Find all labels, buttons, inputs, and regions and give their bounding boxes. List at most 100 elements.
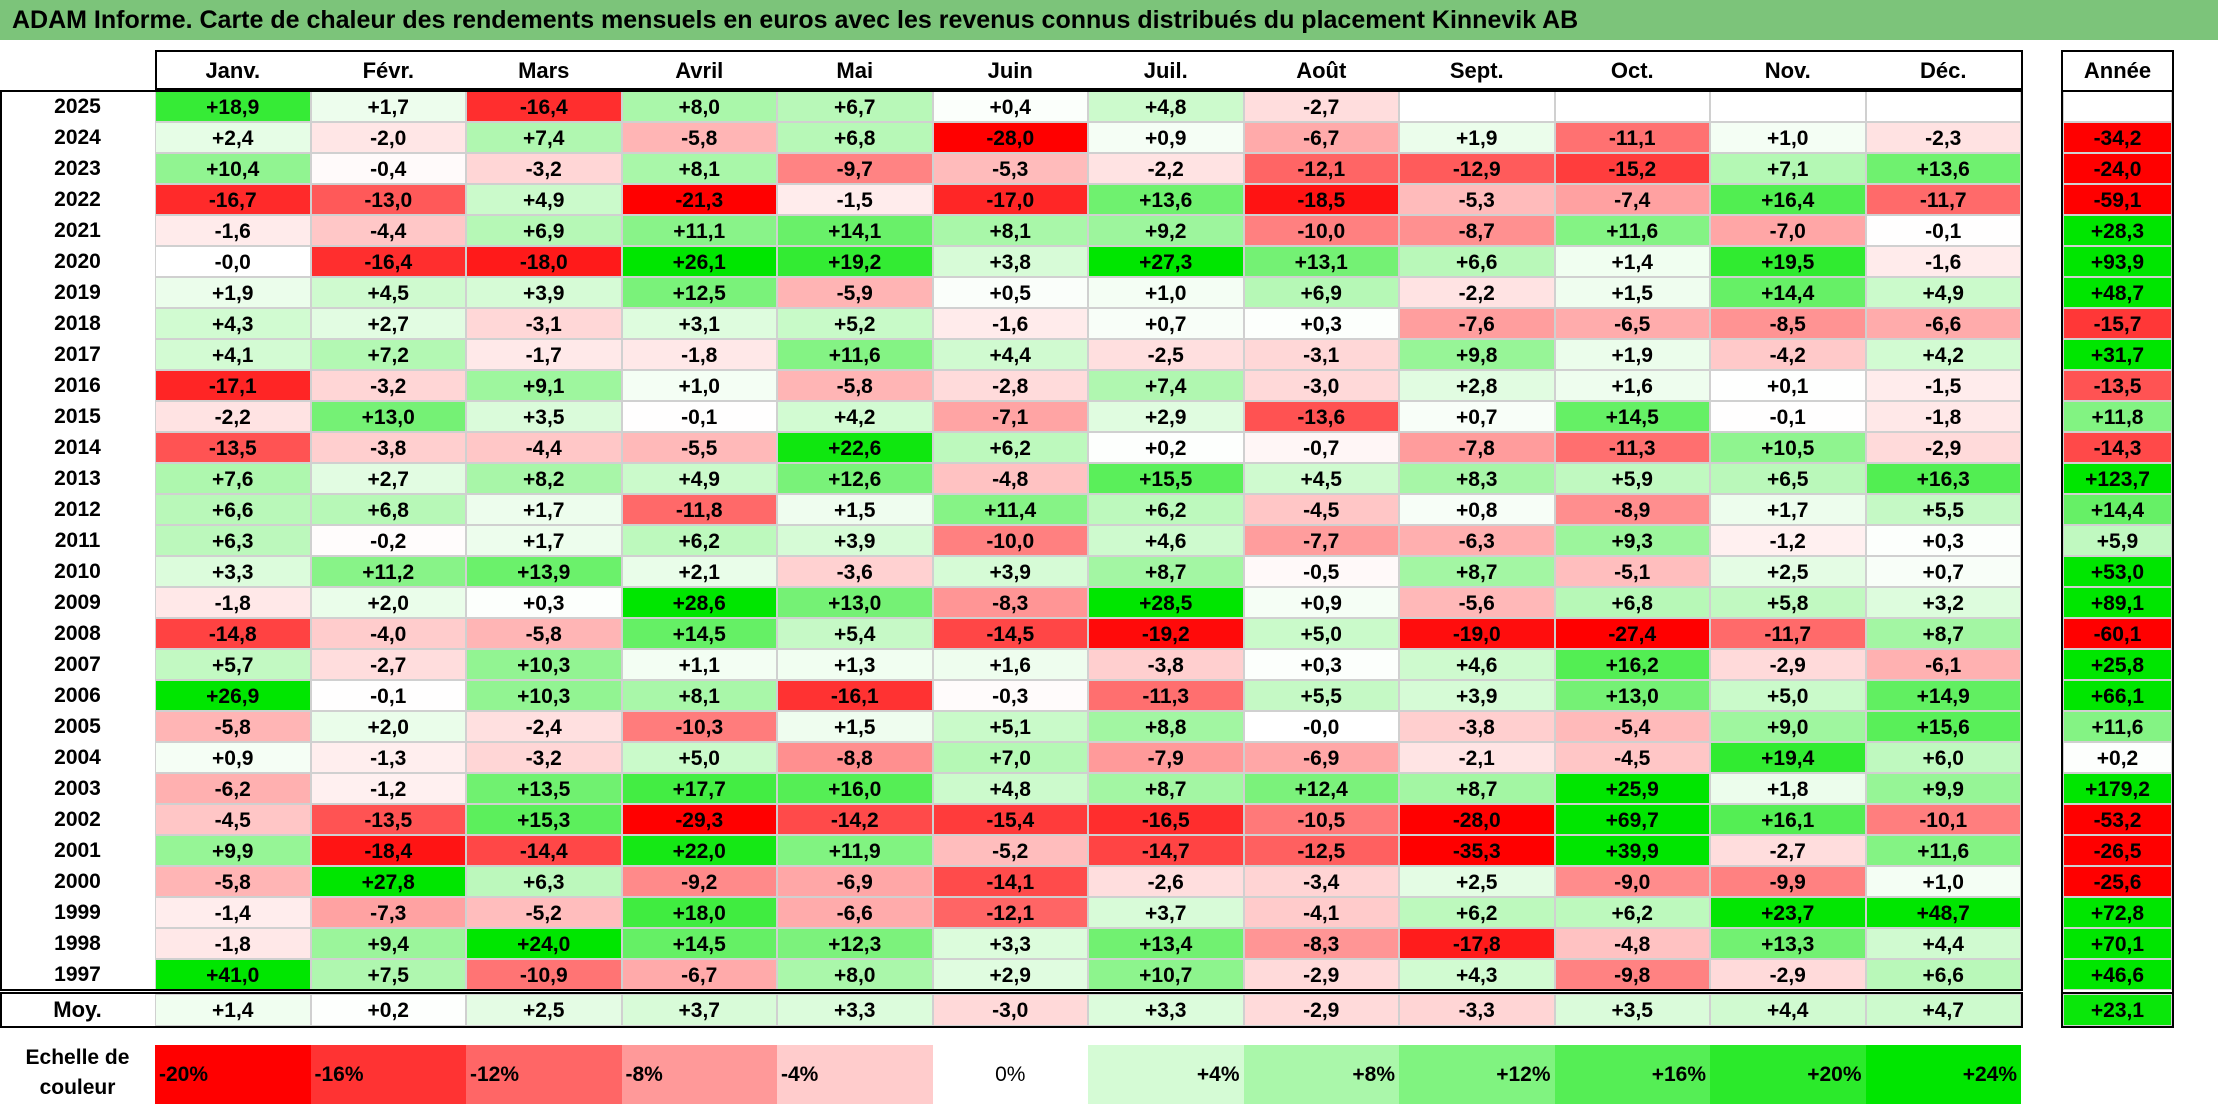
month-header: Mai <box>836 58 874 83</box>
heatmap-cell: +9,4 <box>310 928 466 959</box>
heatmap-cell: -11,3 <box>1554 432 1710 463</box>
heatmap-cell: +4,5 <box>310 277 466 308</box>
heatmap-cell: -17,8 <box>1399 928 1555 959</box>
color-scale-swatch: +4% <box>1088 1045 1244 1104</box>
heatmap-cell: -17,0 <box>932 184 1088 215</box>
annual-cell: -24,0 <box>2063 153 2172 184</box>
annual-cell: -13,5 <box>2063 370 2172 401</box>
year-label: 2002 <box>54 808 101 831</box>
heatmap-cell: +14,5 <box>621 928 777 959</box>
heatmap-cell: +8,1 <box>932 215 1088 246</box>
annual-cell: -53,2 <box>2063 804 2172 835</box>
heatmap-cell: +10,5 <box>1710 432 1866 463</box>
heatmap-cell: -4,2 <box>1710 339 1866 370</box>
heatmap-cell: +26,1 <box>621 246 777 277</box>
heatmap-cell: -0,1 <box>310 680 466 711</box>
heatmap-cell: +2,7 <box>310 308 466 339</box>
heatmap-cell: +0,7 <box>1088 308 1244 339</box>
heatmap-cell: +12,5 <box>621 277 777 308</box>
heatmap-cell: +13,6 <box>1088 184 1244 215</box>
heatmap-cell: -3,2 <box>310 370 466 401</box>
heatmap-cell: +0,9 <box>155 742 311 773</box>
heatmap-cell: +4,1 <box>155 339 311 370</box>
heatmap-cell: +26,9 <box>155 680 311 711</box>
heatmap-cell: -5,8 <box>466 618 622 649</box>
annual-cell: +53,0 <box>2063 556 2172 587</box>
heatmap-cell: +69,7 <box>1554 804 1710 835</box>
heatmap-cell: -2,2 <box>155 401 311 432</box>
heatmap-cell: +3,8 <box>932 246 1088 277</box>
annual-cell: -14,3 <box>2063 432 2172 463</box>
heatmap-cell: -5,5 <box>621 432 777 463</box>
heatmap-cell: +8,3 <box>1399 463 1555 494</box>
heatmap-cell: +3,9 <box>466 277 622 308</box>
heatmap-cell: -9,0 <box>1554 866 1710 897</box>
heatmap-cell: -1,2 <box>310 773 466 804</box>
heatmap-cell: -7,3 <box>310 897 466 928</box>
heatmap-cell: +0,5 <box>932 277 1088 308</box>
heatmap-cell: -2,2 <box>1088 153 1244 184</box>
heatmap-cell: -6,2 <box>155 773 311 804</box>
year-label: 2021 <box>54 219 101 242</box>
year-label: 1998 <box>54 932 101 955</box>
heatmap-cell: +6,6 <box>1399 246 1555 277</box>
heatmap-cell: -7,8 <box>1399 432 1555 463</box>
heatmap-cell: +3,2 <box>1865 587 2021 618</box>
heatmap-cell: +4,3 <box>155 308 311 339</box>
average-cell: +0,2 <box>310 994 466 1026</box>
heatmap-cell: +1,3 <box>777 649 933 680</box>
month-header: Févr. <box>362 58 414 83</box>
heatmap-cell: -4,4 <box>310 215 466 246</box>
heatmap-cell: -2,9 <box>1243 959 1399 990</box>
heatmap-cell: +3,3 <box>155 556 311 587</box>
color-scale-swatch: +20% <box>1710 1045 1866 1104</box>
heatmap-cell: -18,4 <box>310 835 466 866</box>
heatmap-cell: -0,0 <box>155 246 311 277</box>
heatmap-cell: +6,2 <box>1088 494 1244 525</box>
heatmap-cell: -0,3 <box>932 680 1088 711</box>
annual-cell: +28,3 <box>2063 215 2172 246</box>
year-label: 2008 <box>54 622 101 645</box>
heatmap-cell: +2,1 <box>621 556 777 587</box>
heatmap-cell: +6,6 <box>1865 959 2021 990</box>
heatmap-cell: +6,9 <box>466 215 622 246</box>
average-cell: -3,0 <box>932 994 1088 1026</box>
heatmap-cell: +6,2 <box>1399 897 1555 928</box>
heatmap-cell: +13,0 <box>310 401 466 432</box>
heatmap-cell: -6,9 <box>1243 742 1399 773</box>
heatmap-cell: +11,6 <box>1554 215 1710 246</box>
heatmap-cell: +22,0 <box>621 835 777 866</box>
heatmap-cell: +6,3 <box>155 525 311 556</box>
heatmap-cell: +1,9 <box>155 277 311 308</box>
heatmap-cell: +12,3 <box>777 928 933 959</box>
heatmap-cell: -19,0 <box>1399 618 1555 649</box>
heatmap-cell: +13,0 <box>777 587 933 618</box>
heatmap-cell: -6,7 <box>621 959 777 990</box>
year-label: 1999 <box>54 901 101 924</box>
heatmap-cell: +1,4 <box>1554 246 1710 277</box>
year-label: 2015 <box>54 405 101 428</box>
month-header: Août <box>1296 58 1347 83</box>
year-label: 2014 <box>54 436 101 459</box>
heatmap-cell: -9,9 <box>1710 866 1866 897</box>
heatmap-cell: +2,9 <box>1088 401 1244 432</box>
heatmap-cell: +3,1 <box>621 308 777 339</box>
average-annual-cell: +23,1 <box>2063 994 2172 1026</box>
heatmap-cell <box>1865 91 2021 122</box>
heatmap-cell: +2,7 <box>310 463 466 494</box>
heatmap-cell: +9,3 <box>1554 525 1710 556</box>
heatmap-cell: -2,0 <box>310 122 466 153</box>
heatmap-cell: +15,5 <box>1088 463 1244 494</box>
heatmap-cell: -18,0 <box>466 246 622 277</box>
heatmap-cell: -6,3 <box>1399 525 1555 556</box>
heatmap-cell: -10,9 <box>466 959 622 990</box>
heatmap-cell: -5,8 <box>155 866 311 897</box>
average-cell: +2,5 <box>466 994 622 1026</box>
year-label: 2025 <box>54 95 101 118</box>
heatmap-cell: +1,0 <box>1710 122 1866 153</box>
color-scale-swatch: +24% <box>1865 1045 2021 1104</box>
heatmap-cell: +5,8 <box>1710 587 1866 618</box>
annual-cell: +31,7 <box>2063 339 2172 370</box>
heatmap-cell: -3,8 <box>1399 711 1555 742</box>
heatmap-cell: +1,0 <box>621 370 777 401</box>
